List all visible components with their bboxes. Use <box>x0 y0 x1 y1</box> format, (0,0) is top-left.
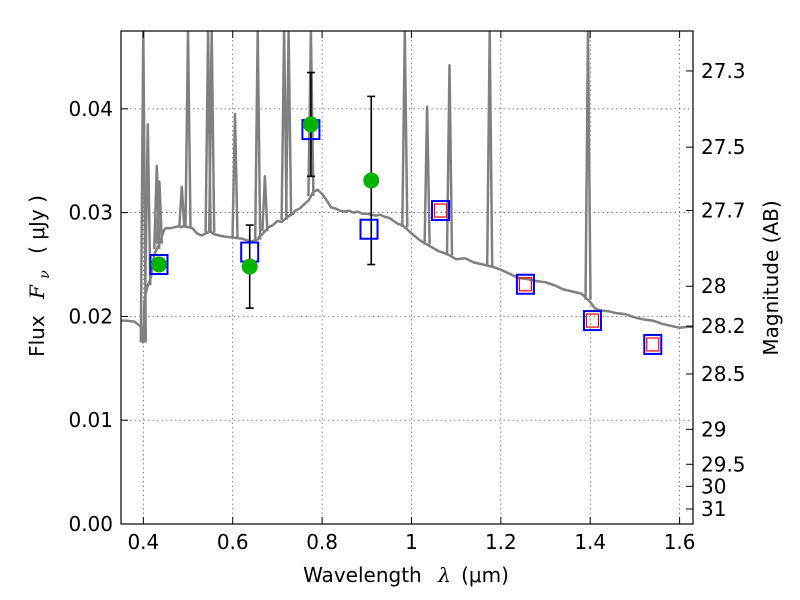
y2-tick-label: 28.5 <box>701 362 746 386</box>
y-axis-title-unit: ( μJy ) <box>25 195 49 254</box>
x-axis-title-unit: (μm) <box>461 563 509 587</box>
emission-line <box>155 180 164 244</box>
green-circle-marker <box>363 172 380 189</box>
x-tick-label: 1.4 <box>574 530 606 554</box>
emission-line <box>261 175 269 232</box>
emission-line <box>423 105 431 245</box>
emission-line <box>307 31 315 197</box>
emission-line <box>144 123 152 286</box>
emission-line <box>253 31 262 240</box>
svg-text:Flux F ν ( μ: Flux F ν ( μJy ) <box>25 195 54 357</box>
x-tick-label: 0.4 <box>127 530 159 554</box>
y-axis-title-text: Flux <box>25 315 49 357</box>
emission-line <box>284 31 293 217</box>
green-circle-marker <box>150 256 167 273</box>
emission-line <box>231 112 239 238</box>
emission-line <box>584 31 592 300</box>
red-square-marker <box>518 277 533 292</box>
y2-tick-label: 27.5 <box>701 135 746 159</box>
x-axis-title: Wavelength λ (μm) <box>303 563 509 587</box>
blue-square-marker <box>149 254 169 276</box>
emission-line <box>139 31 148 343</box>
y2-axis-title-text: Magnitude (AB) <box>759 200 783 355</box>
x-axis-title-text: Wavelength <box>303 563 422 587</box>
axis-ticks: 0.4 0.6 0.8 1 1.2 1.4 1.6 0.00 0.01 0.02 0.03 0.04 2… <box>68 31 746 554</box>
x-tick-label: 0.8 <box>306 530 338 554</box>
y-tick-label: 0.01 <box>68 408 113 432</box>
y-tick-label: 0.02 <box>68 304 113 328</box>
emission-line <box>401 31 409 228</box>
y-tick-label: 0.03 <box>68 201 113 225</box>
y-axis-title: Flux F ν ( μJy ) <box>25 195 54 357</box>
red-square-marker <box>433 203 448 218</box>
blue-square-marker <box>643 333 663 355</box>
green-circle-marker <box>302 116 319 133</box>
x-tick-label: 1.6 <box>664 530 696 554</box>
y2-tick-label: 31 <box>701 497 726 521</box>
photometry-points <box>149 71 663 355</box>
x-tick-label: 1 <box>405 530 418 554</box>
emission-line <box>485 31 494 267</box>
y-axis-title-subscript: ν <box>37 270 53 279</box>
y2-tick-label: 29.5 <box>701 452 746 476</box>
plot-frame <box>120 30 694 525</box>
y2-tick-label: 29 <box>701 417 726 441</box>
emission-line <box>445 64 454 256</box>
y2-tick-label: 27.3 <box>701 59 746 83</box>
emission-line <box>178 185 186 228</box>
y-tick-label: 0.00 <box>68 512 113 536</box>
blue-square-marker <box>431 200 451 222</box>
x-axis-title-symbol: λ <box>437 563 451 587</box>
y-tick-label: 0.04 <box>68 97 113 121</box>
spectrum-continuum <box>121 188 693 344</box>
x-tick-label: 0.6 <box>217 530 249 554</box>
x-tick-label: 1.2 <box>485 530 517 554</box>
y2-axis-title: Magnitude (AB) <box>759 200 783 355</box>
blue-square-marker <box>582 310 602 332</box>
y-axis-title-symbol: F <box>25 284 49 300</box>
y2-tick-label: 30 <box>701 474 726 498</box>
emission-line <box>207 31 216 233</box>
y2-tick-label: 28 <box>701 274 726 298</box>
red-square-marker <box>585 313 600 328</box>
y2-tick-label: 28.2 <box>701 314 746 338</box>
red-square-marker <box>646 337 660 352</box>
svg-text:Wavelength λ (μm): Wavelength λ (μm) <box>303 563 509 587</box>
emission-line <box>184 31 192 228</box>
blue-square-marker <box>359 218 379 240</box>
y2-tick-label: 27.7 <box>701 199 746 223</box>
model-spectrum <box>121 31 693 344</box>
grid <box>121 31 693 525</box>
blue-square-marker <box>515 273 535 295</box>
green-circle-marker <box>241 258 258 275</box>
